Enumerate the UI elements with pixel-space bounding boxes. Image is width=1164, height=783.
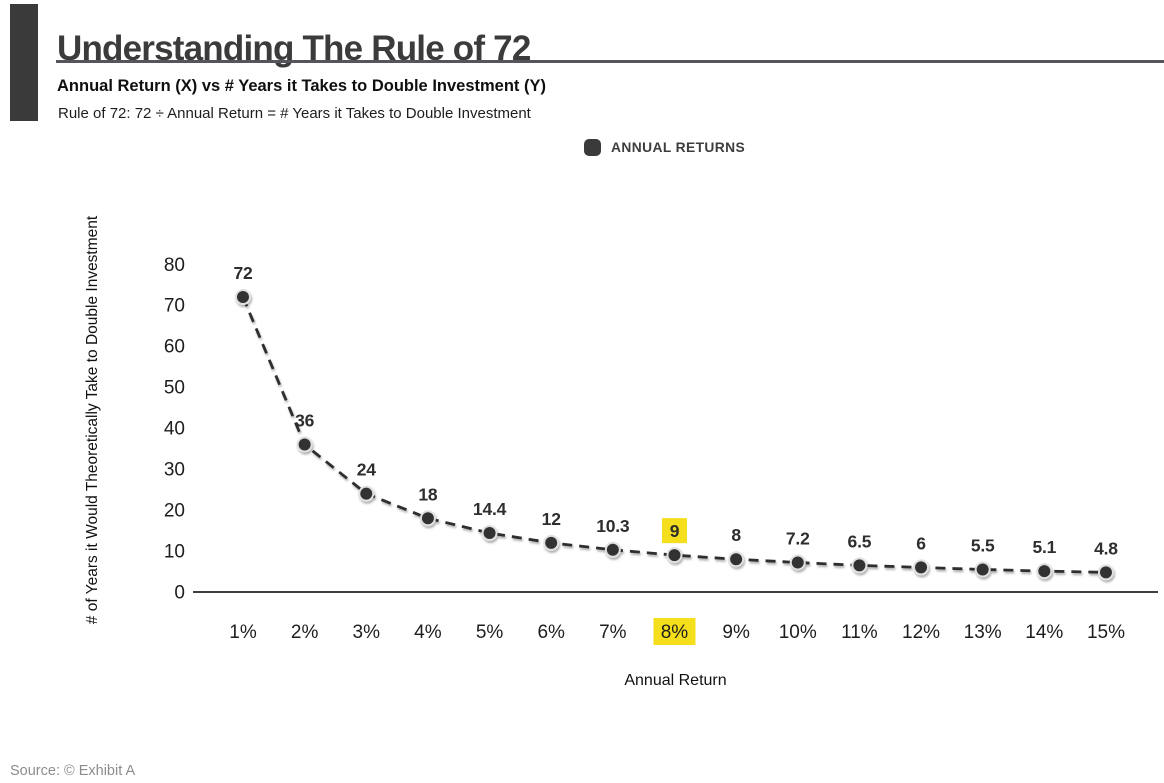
x-axis-title: Annual Return: [624, 672, 727, 689]
data-point: [419, 510, 436, 527]
data-point: [358, 485, 375, 502]
page-title: Understanding The Rule of 72: [57, 29, 531, 69]
chart-svg: 0 10 20 30 40 50 60 70 80 1% 2% 3% 4% 5% 6% 7% 8% 9% 10% 11…: [164, 255, 1158, 645]
legend-label: ANNUAL RETURNS: [611, 140, 746, 155]
data-point: [974, 561, 991, 578]
data-point: [789, 554, 806, 571]
x-tick-label: 6%: [537, 622, 565, 643]
y-tick-label: 70: [164, 296, 185, 317]
y-tick-label: 30: [164, 460, 185, 481]
series-line: [241, 296, 1106, 574]
chart-subtitle: Annual Return (X) vs # Years it Takes to…: [57, 77, 547, 95]
y-tick-label: 80: [164, 255, 185, 276]
data-label: 12: [542, 509, 562, 529]
data-label-highlight: [661, 518, 687, 544]
y-tick-label: 20: [164, 501, 185, 522]
data-point: [666, 547, 683, 564]
data-point: [235, 289, 251, 306]
data-point: [604, 541, 621, 558]
y-axis-title: # of Years it Would Theoretically Take t…: [84, 215, 101, 625]
title-accent-bar: [10, 4, 38, 121]
x-tick-label: 13%: [964, 622, 1002, 643]
x-tick-label: 15%: [1087, 622, 1125, 643]
x-tick-label: 5%: [476, 622, 504, 643]
data-label: 4.8: [1094, 538, 1118, 558]
x-tick-label: 2%: [291, 622, 319, 643]
data-point: [1036, 563, 1053, 580]
data-label: 24: [357, 460, 377, 480]
data-label: 72: [233, 263, 253, 283]
data-label: 7.2: [786, 529, 810, 549]
legend: ANNUAL RETURNS: [584, 139, 745, 156]
legend-swatch-icon: [584, 139, 601, 156]
data-label: 6.5: [848, 531, 872, 551]
data-label: 5.1: [1032, 537, 1056, 557]
data-label: 6: [916, 533, 926, 553]
data-point: [296, 436, 313, 453]
x-tick-label: 9%: [722, 622, 750, 643]
data-label: 8: [731, 525, 741, 545]
data-point: [851, 557, 868, 574]
x-tick-label: 4%: [414, 622, 442, 643]
data-point: [1097, 564, 1114, 581]
x-tick-label: 12%: [902, 622, 940, 643]
x-tick-label: 10%: [779, 622, 817, 643]
data-label: 14.4: [473, 499, 507, 519]
data-point: [543, 534, 560, 551]
x-tick-label: 11%: [841, 622, 878, 643]
y-tick-label: 10: [164, 542, 185, 563]
y-tick-label: 50: [164, 378, 185, 399]
title-divider: [56, 60, 1164, 63]
data-label: 36: [295, 411, 315, 431]
x-tick-label: 7%: [599, 622, 627, 643]
x-tick-label: 1%: [229, 622, 257, 643]
x-tick-label: 3%: [353, 622, 381, 643]
data-point: [481, 525, 498, 542]
x-tick-label: 14%: [1025, 622, 1063, 643]
y-tick-label: 0: [174, 583, 185, 604]
data-point: [913, 559, 930, 576]
data-point: [728, 551, 745, 568]
source-note: Source: © Exhibit A: [10, 763, 136, 779]
data-label: 10.3: [596, 516, 630, 536]
formula-note: Rule of 72: 72 ÷ Annual Return = # Years…: [58, 105, 531, 122]
x-tick-label: 8%: [661, 622, 689, 643]
data-label: 9: [670, 521, 680, 541]
x-tick-highlight: [653, 618, 696, 645]
y-tick-label: 40: [164, 419, 185, 440]
series-annual-returns: [235, 289, 1114, 581]
data-label: 18: [418, 484, 438, 504]
data-label: 5.5: [971, 535, 995, 555]
y-tick-label: 60: [164, 337, 185, 358]
